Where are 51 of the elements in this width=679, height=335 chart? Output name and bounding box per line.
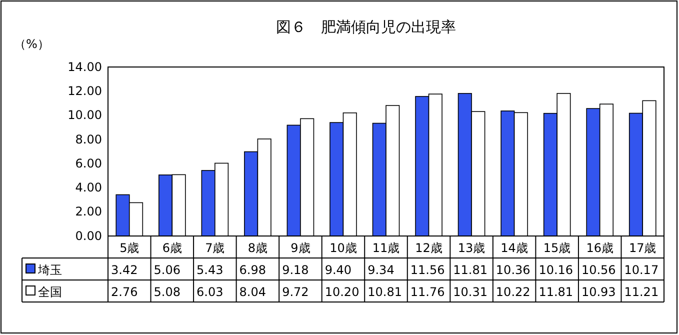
x-tick-label: 11歳	[372, 241, 400, 255]
x-tick-label: 14歳	[500, 241, 528, 255]
y-tick-label: 0.00	[75, 228, 102, 243]
y-axis-title: （%）	[14, 37, 50, 51]
data-label: 5.06	[154, 263, 180, 277]
data-label: 11.56	[410, 263, 445, 277]
data-label: 10.36	[496, 263, 530, 277]
data-label: 9.34	[368, 263, 394, 277]
y-tick-label: 10.00	[68, 108, 102, 122]
data-label: 9.72	[282, 285, 309, 299]
data-label: 3.42	[111, 263, 138, 277]
x-tick-label: 15歳	[543, 241, 571, 255]
data-label: 5.08	[154, 285, 180, 299]
chart-title: 図６ 肥満傾向児の出現率	[276, 18, 456, 36]
y-tick-label: 12.00	[68, 84, 102, 98]
x-tick-label: 6歳	[162, 241, 182, 255]
x-tick-label: 5歳	[120, 241, 140, 255]
x-tick-label: 7歳	[205, 241, 225, 255]
x-tick-label: 12歳	[415, 241, 442, 255]
data-label: 10.20	[324, 285, 360, 299]
x-tick-label: 17歳	[628, 241, 656, 255]
data-label: 11.81	[538, 285, 574, 299]
data-label: 6.98	[239, 263, 266, 277]
legend-label: 埼玉	[37, 263, 62, 277]
data-label: 10.93	[581, 285, 616, 299]
x-tick-label: 9歳	[290, 241, 310, 255]
y-tick-label: 8.00	[75, 132, 102, 146]
data-label: 6.03	[196, 285, 224, 299]
y-tick-label: 2.00	[75, 204, 102, 219]
data-label: 5.43	[196, 263, 224, 277]
data-label: 11.21	[624, 285, 659, 299]
data-label: 8.04	[239, 285, 266, 299]
data-label: 9.40	[324, 263, 352, 277]
data-label: 9.18	[282, 263, 309, 277]
data-label: 10.56	[581, 263, 616, 277]
data-label: 10.81	[368, 285, 402, 299]
data-label: 10.31	[453, 285, 488, 299]
x-tick-label: 16歳	[586, 241, 614, 255]
x-tick-label: 8歳	[248, 241, 268, 255]
y-tick-label: 6.00	[75, 156, 102, 170]
data-label: 11.81	[453, 263, 488, 277]
data-label: 10.22	[496, 285, 530, 299]
data-label: 11.76	[410, 285, 445, 299]
x-tick-label: 10歳	[330, 241, 357, 255]
x-tick-label: 13歳	[458, 241, 486, 255]
data-label: 10.16	[538, 263, 574, 277]
y-tick-label: 14.00	[68, 60, 102, 74]
y-tick-label: 4.00	[75, 180, 102, 195]
data-label: 10.17	[624, 263, 659, 277]
data-label: 2.76	[111, 285, 138, 299]
legend-label: 全国	[38, 285, 62, 299]
